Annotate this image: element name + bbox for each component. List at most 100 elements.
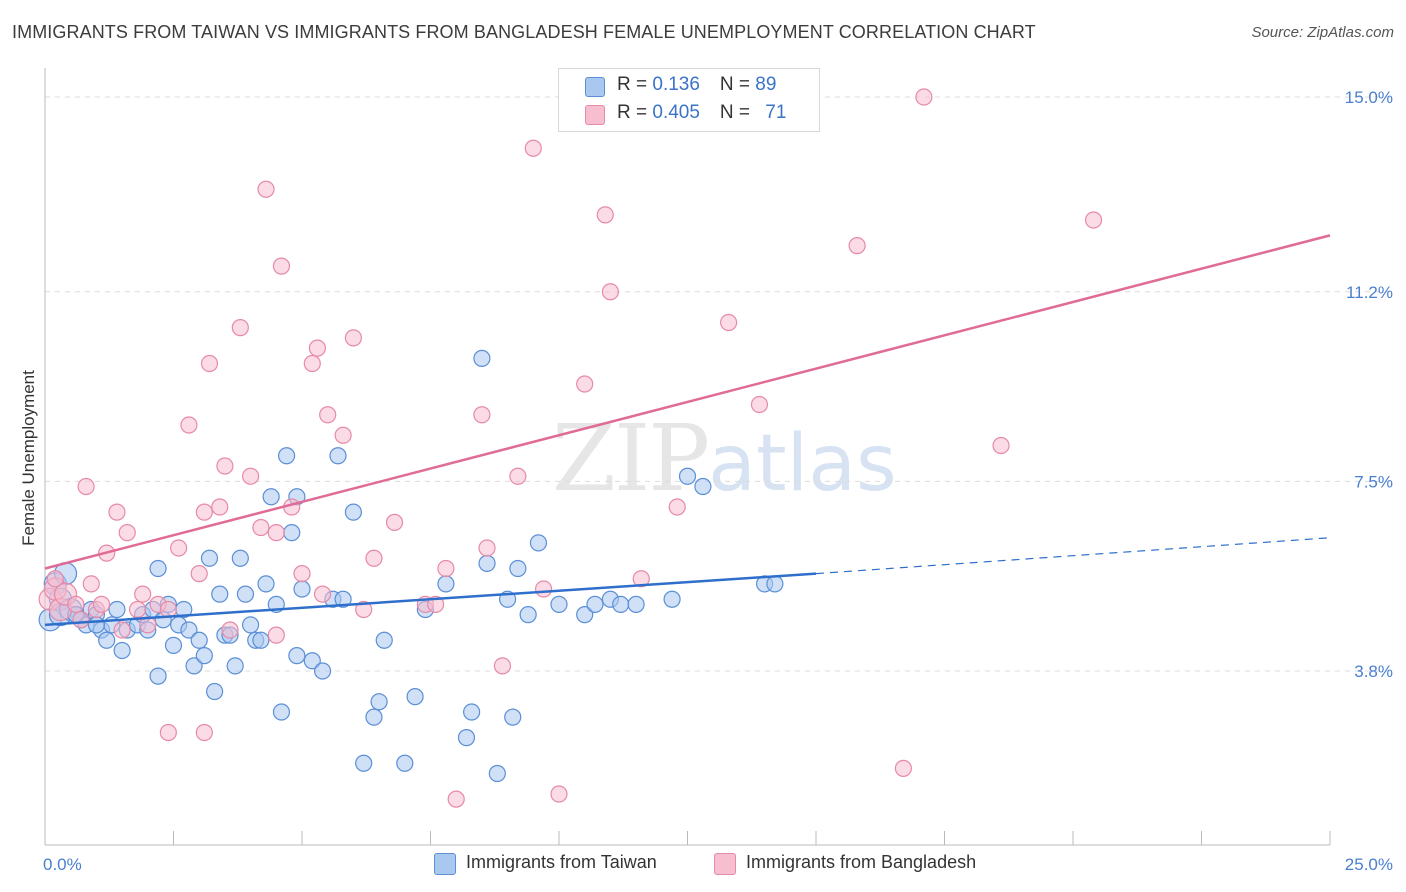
taiwan-point xyxy=(226,657,244,675)
trend-lines xyxy=(44,234,1331,627)
bottom-legend-swatch-taiwan xyxy=(434,853,456,875)
bangladesh-point xyxy=(170,539,188,557)
taiwan-point xyxy=(272,703,291,721)
taiwan-point xyxy=(375,631,393,649)
bangladesh-point xyxy=(473,406,491,424)
bangladesh-point xyxy=(915,88,933,106)
taiwan-point xyxy=(504,708,522,726)
bangladesh-point xyxy=(180,416,198,434)
bangladesh-point xyxy=(447,790,465,808)
bangladesh-point xyxy=(211,498,229,516)
taiwan-point xyxy=(463,703,481,721)
bangladesh-point xyxy=(534,580,553,598)
y-tick-label: 15.0% xyxy=(1345,88,1393,107)
bangladesh-point xyxy=(267,524,285,542)
bangladesh-point xyxy=(216,457,234,475)
taiwan-point xyxy=(293,580,311,598)
taiwan-point xyxy=(288,647,306,665)
series-taiwan xyxy=(38,349,784,783)
trend-line-bangladesh xyxy=(44,234,1331,570)
bangladesh-point xyxy=(848,237,866,255)
taiwan-point xyxy=(694,477,712,496)
bangladesh-point xyxy=(77,477,95,496)
bangladesh-point xyxy=(257,180,275,198)
taiwan-point xyxy=(365,708,383,726)
taiwan-point xyxy=(277,447,296,465)
bottom-legend-label-bangladesh: Immigrants from Bangladesh xyxy=(746,852,977,872)
bangladesh-point xyxy=(303,354,321,373)
taiwan-point xyxy=(478,554,496,572)
watermark-zip: ZIP xyxy=(552,405,710,512)
y-tick-label: 11.2% xyxy=(1346,283,1393,302)
series-bangladesh xyxy=(38,88,1103,808)
taiwan-point xyxy=(529,534,548,552)
source-credit: Source: ZipAtlas.com xyxy=(1251,24,1394,41)
bangladesh-point xyxy=(252,518,270,537)
taiwan-point xyxy=(550,595,568,613)
legend: R = 0.136 N = 89 R = 0.405 N = 71 xyxy=(558,68,820,132)
legend-text-bangladesh: R = 0.405 N = 71 xyxy=(617,102,786,124)
bangladesh-point xyxy=(493,657,512,675)
bangladesh-point xyxy=(720,313,738,332)
bangladesh-point xyxy=(221,621,239,639)
bangladesh-point xyxy=(750,395,769,414)
bangladesh-point xyxy=(195,503,213,521)
legend-r-value-taiwan: 0.136 xyxy=(652,74,700,95)
x-tick-label: 0.0% xyxy=(43,855,82,874)
taiwan-point xyxy=(303,652,321,670)
taiwan-point xyxy=(190,631,208,649)
gridlines xyxy=(45,96,1390,672)
taiwan-point xyxy=(355,754,373,772)
taiwan-point xyxy=(283,524,301,542)
taiwan-point xyxy=(200,549,219,567)
taiwan-point xyxy=(627,595,645,613)
axes xyxy=(44,68,1331,846)
taiwan-point xyxy=(195,647,213,665)
bangladesh-point xyxy=(200,354,219,373)
taiwan-point xyxy=(206,682,224,701)
taiwan-point xyxy=(678,467,697,485)
bangladesh-point xyxy=(576,375,594,393)
bangladesh-point xyxy=(319,406,337,424)
taiwan-point xyxy=(257,575,275,593)
bangladesh-point xyxy=(242,467,260,485)
chart-title: IMMIGRANTS FROM TAIWAN VS IMMIGRANTS FRO… xyxy=(12,22,1036,42)
taiwan-point xyxy=(612,595,630,613)
bangladesh-point xyxy=(113,621,131,639)
bangladesh-point xyxy=(108,503,126,521)
legend-text-taiwan: R = 0.136 N = 89 xyxy=(617,74,776,96)
bottom-legend-swatch-bangladesh xyxy=(714,853,736,875)
taiwan-point xyxy=(180,621,198,639)
taiwan-point xyxy=(519,606,537,624)
legend-r-label: R = xyxy=(617,102,653,123)
bangladesh-point xyxy=(385,513,404,531)
bangladesh-point xyxy=(272,257,291,275)
taiwan-point xyxy=(344,503,362,521)
bangladesh-point xyxy=(308,339,327,357)
taiwan-point xyxy=(87,616,106,634)
bangladesh-point xyxy=(231,319,249,337)
taiwan-point xyxy=(576,606,594,624)
taiwan-point xyxy=(457,729,476,747)
bangladesh-point xyxy=(344,329,362,347)
bangladesh-point xyxy=(1084,211,1103,229)
bangladesh-point xyxy=(159,723,177,742)
taiwan-point xyxy=(164,636,183,654)
bangladesh-point xyxy=(365,549,383,567)
taiwan-point xyxy=(509,559,527,578)
bangladesh-point xyxy=(195,723,213,742)
taiwan-point xyxy=(396,754,414,772)
bangladesh-point xyxy=(267,626,285,644)
bangladesh-point xyxy=(601,283,620,301)
bangladesh-point xyxy=(334,426,352,444)
taiwan-point xyxy=(185,657,203,675)
legend-r-label: R = xyxy=(617,74,653,95)
x-tick-label: 25.0% xyxy=(1345,855,1393,874)
bangladesh-point xyxy=(437,559,455,578)
legend-swatch-taiwan xyxy=(585,77,605,97)
bangladesh-point xyxy=(550,785,568,803)
bangladesh-point xyxy=(92,595,111,613)
taiwan-point xyxy=(370,693,388,711)
taiwan-point xyxy=(211,585,229,603)
bangladesh-point xyxy=(128,600,147,619)
